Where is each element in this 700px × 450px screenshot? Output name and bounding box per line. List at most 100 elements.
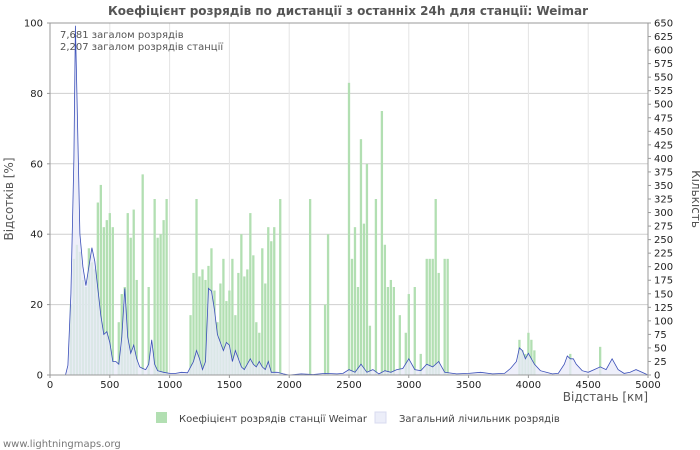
bar — [279, 199, 282, 375]
area-series — [65, 25, 649, 376]
bar — [165, 199, 168, 375]
y-tick-label: 20 — [30, 300, 43, 311]
bar — [225, 301, 228, 375]
bar — [252, 255, 255, 375]
bar — [258, 332, 261, 375]
bar — [129, 237, 132, 375]
bar — [261, 248, 264, 375]
y2-tick-label: 25 — [654, 357, 667, 368]
bar — [141, 174, 144, 375]
y2-tick-label: 500 — [654, 100, 673, 111]
x-tick-label: 0 — [47, 380, 53, 391]
bar — [437, 272, 440, 375]
bar — [135, 279, 138, 375]
bar — [255, 322, 258, 375]
bar — [240, 234, 243, 375]
x-tick-label: 2000 — [276, 380, 301, 391]
bar — [156, 237, 159, 375]
bar — [147, 287, 150, 375]
x-tick-label: 3500 — [456, 380, 481, 391]
bar — [237, 272, 240, 375]
bar — [270, 241, 273, 375]
bar — [356, 287, 360, 375]
bar — [425, 258, 428, 375]
bar — [249, 213, 252, 375]
bar — [264, 283, 267, 375]
legend-swatch-area — [374, 411, 387, 424]
y2-tick-label: 50 — [654, 343, 667, 354]
y2-tick-label: 175 — [654, 276, 673, 287]
bar — [192, 272, 195, 375]
y2-tick-label: 450 — [654, 127, 673, 138]
y-tick-label: 100 — [24, 19, 43, 30]
y-axis-ticks: 0 20 40 60 80 100 — [24, 19, 50, 382]
bar — [386, 287, 390, 375]
bar — [105, 220, 108, 375]
y2-tick-label: 650 — [654, 19, 673, 30]
bar — [383, 244, 387, 375]
bar — [234, 315, 237, 375]
bar — [222, 258, 225, 375]
y2-tick-label: 300 — [654, 208, 673, 219]
bar — [195, 199, 198, 375]
bar — [599, 346, 602, 375]
bar — [347, 82, 351, 375]
x-tick-label: 4500 — [575, 380, 600, 391]
x-tick-label: 3000 — [396, 380, 421, 391]
y2-tick-label: 75 — [654, 330, 667, 341]
y2-tick-label: 425 — [654, 140, 673, 151]
chart-title: Коефіцієнт розрядів по дистанції з остан… — [108, 4, 588, 18]
y2-tick-label: 0 — [654, 371, 660, 382]
bar — [374, 199, 378, 375]
bar-series — [69, 82, 602, 375]
y2-tick-label: 250 — [654, 235, 673, 246]
bar — [117, 322, 120, 375]
y-tick-label: 60 — [30, 159, 43, 170]
y-tick-label: 80 — [30, 89, 43, 100]
y-tick-label: 0 — [37, 371, 43, 382]
x-tick-label: 5000 — [635, 380, 660, 391]
y2-tick-label: 275 — [654, 222, 673, 233]
y2-axis-ticks: 0 25 50 75 100 125 150 175 200 225 250 275 300 325 350… — [648, 19, 673, 382]
y2-tick-label: 625 — [654, 32, 673, 43]
area-line — [65, 25, 649, 376]
annotation-total-strokes: 7,681 загалом розрядів — [60, 29, 184, 41]
bar — [392, 287, 395, 375]
legend-label-bars: Коефіцієнт розрядів станції Weimar — [179, 413, 368, 425]
y2-tick-label: 200 — [654, 262, 673, 273]
legend-label-area: Загальний лічильник розрядів — [399, 413, 560, 425]
bar — [111, 227, 114, 375]
y2-tick-label: 475 — [654, 113, 673, 124]
gridlines — [50, 23, 648, 375]
y2-tick-label: 525 — [654, 86, 673, 97]
y2-tick-label: 100 — [654, 316, 673, 327]
bar — [530, 339, 533, 375]
bar — [350, 258, 354, 375]
bar — [389, 279, 393, 375]
bar — [267, 227, 270, 375]
annotation-station-strokes: 2,207 загалом розрядів станції — [60, 41, 223, 53]
bar — [413, 287, 416, 375]
bar — [102, 227, 105, 375]
y2-tick-label: 400 — [654, 154, 673, 165]
bar — [443, 258, 446, 375]
x-tick-label: 2500 — [336, 380, 361, 391]
y2-tick-label: 600 — [654, 46, 673, 57]
bar — [189, 315, 192, 375]
bar — [419, 353, 422, 375]
x-tick-label: 4000 — [516, 380, 541, 391]
y2-tick-label: 125 — [654, 303, 673, 314]
y2-tick-label: 225 — [654, 249, 673, 260]
x-tick-label: 1500 — [217, 380, 242, 391]
y2-tick-label: 150 — [654, 289, 673, 300]
bar — [368, 325, 372, 375]
bar — [533, 350, 536, 375]
bar — [323, 304, 327, 375]
bar — [404, 332, 407, 375]
bar — [243, 276, 246, 375]
bar — [228, 290, 231, 375]
x-tick-label: 1000 — [157, 380, 182, 391]
bar — [362, 223, 366, 375]
y2-tick-label: 325 — [654, 195, 673, 206]
